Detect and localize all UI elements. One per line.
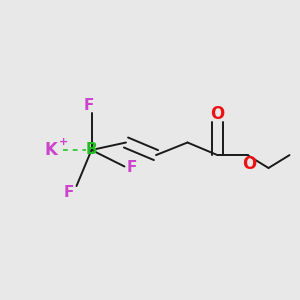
- Text: +: +: [59, 136, 68, 147]
- Text: F: F: [127, 160, 137, 175]
- Text: O: O: [242, 155, 256, 173]
- Text: K: K: [45, 141, 57, 159]
- Text: F: F: [83, 98, 94, 112]
- Text: O: O: [210, 105, 225, 123]
- Text: B: B: [86, 142, 97, 158]
- Text: F: F: [64, 185, 74, 200]
